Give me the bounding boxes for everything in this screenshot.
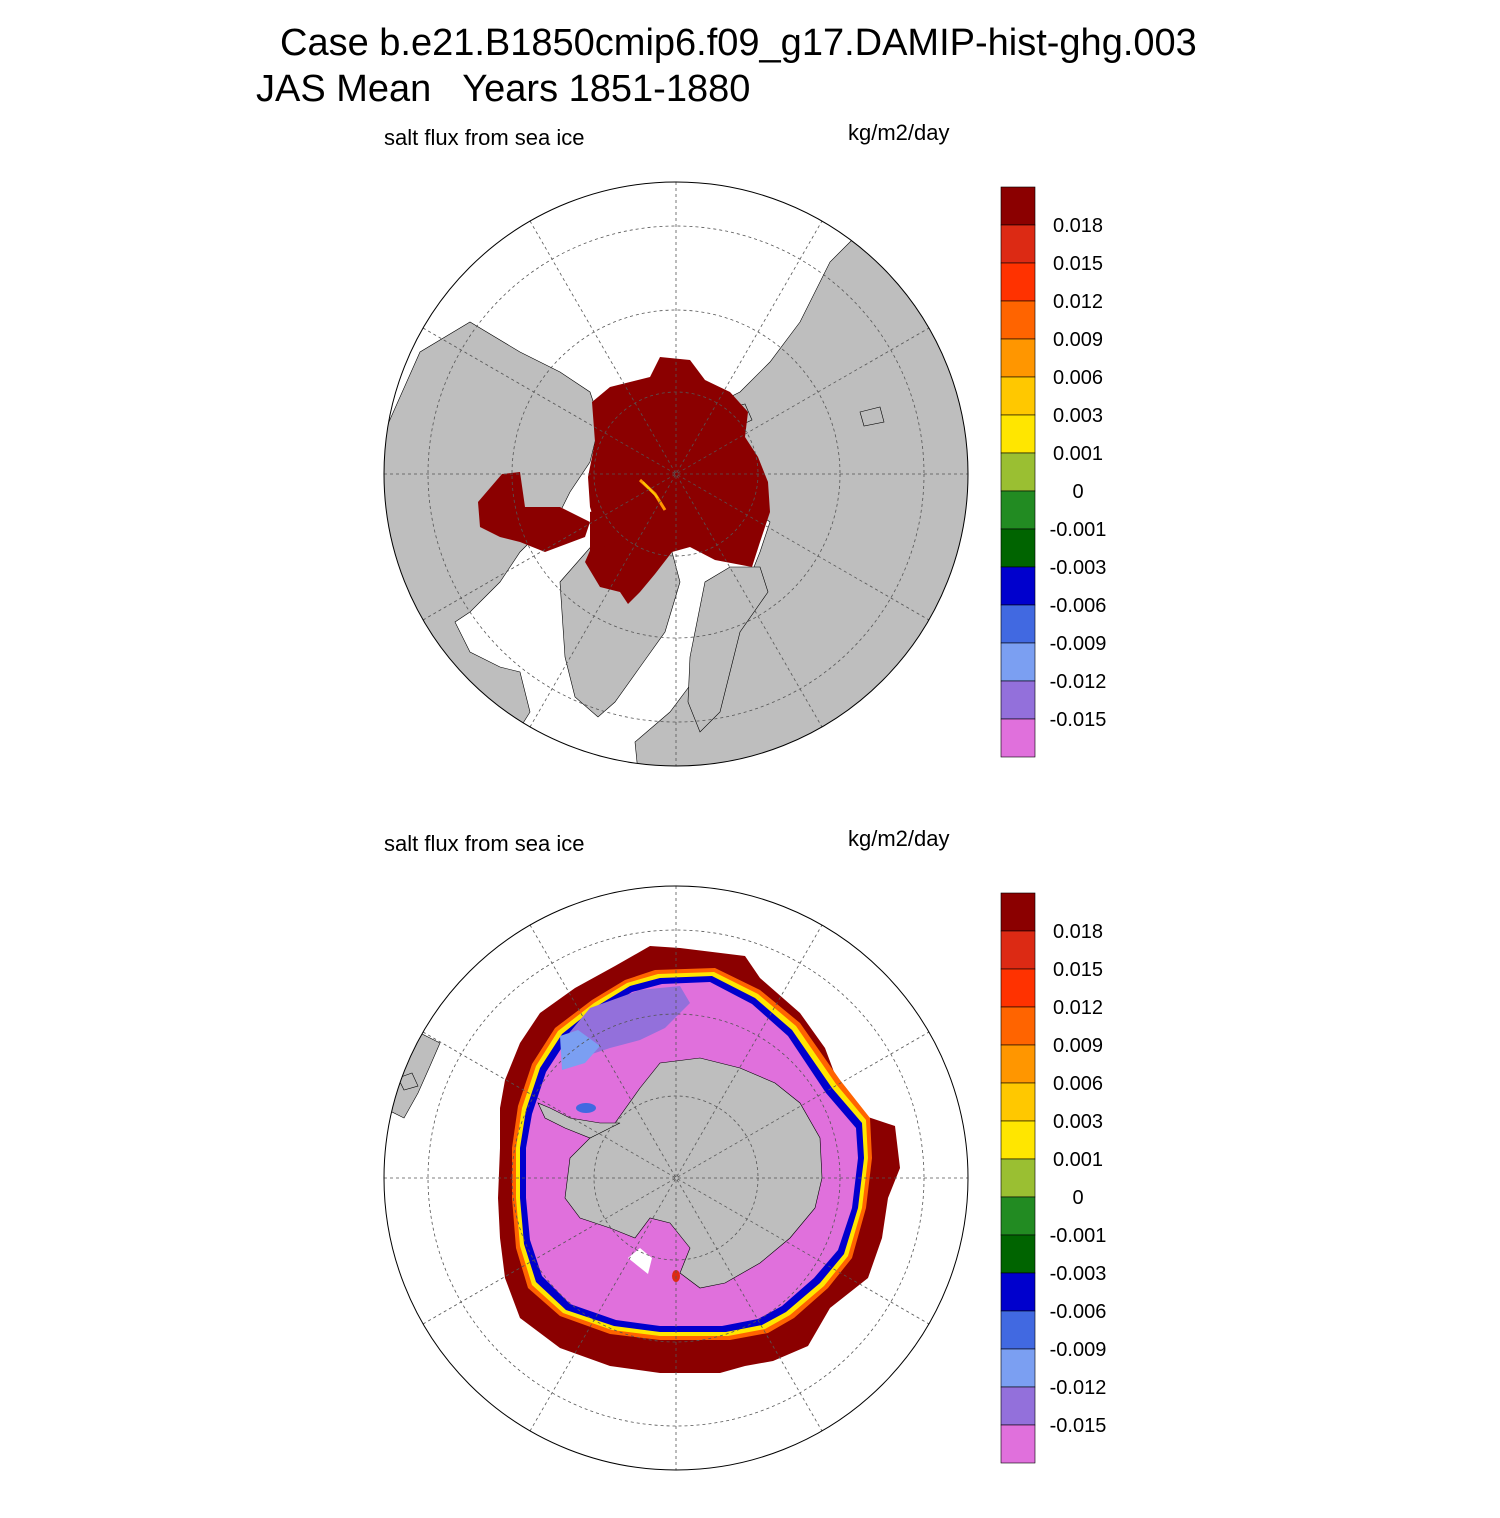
north-scandinavia-land [687, 566, 769, 733]
colorbar-swatch [1000, 566, 1036, 606]
colorbar-tick-label: 0 [1072, 481, 1083, 503]
figure-title-line-1: Case b.e21.B1850cmip6.f09_g17.DAMIP-hist… [280, 22, 1197, 64]
colorbar-tick-label: -0.012 [1050, 671, 1107, 693]
colorbar-swatch [1000, 1006, 1036, 1046]
colorbar-tick-label: 0.006 [1053, 1073, 1103, 1095]
colorbar-tick-label: -0.012 [1050, 1377, 1107, 1399]
colorbar-swatch [1000, 1310, 1036, 1350]
hudson-bay-salt-flux [478, 472, 590, 552]
colorbar-tick-label: 0 [1072, 1187, 1083, 1209]
colorbar-swatch [1000, 642, 1036, 682]
colorbar-tick-label: -0.006 [1050, 595, 1107, 617]
colorbar-swatch [1000, 1386, 1036, 1426]
colorbar-tick-label: 0.018 [1053, 921, 1103, 943]
colorbar-swatch [1000, 262, 1036, 302]
colorbar-tick-label: -0.015 [1050, 1415, 1107, 1437]
antarctica-land [564, 1057, 823, 1289]
north-colorbar: 0.018 0.015 0.012 0.009 0.006 0.003 0.001 0 -0.0… [1000, 186, 1107, 758]
colorbar-swatch [1000, 1272, 1036, 1312]
colorbar-tick-label: 0.003 [1053, 405, 1103, 427]
colorbar-tick-label: 0.018 [1053, 215, 1103, 237]
colorbar-swatch [1000, 892, 1036, 932]
colorbar-swatch [1000, 1234, 1036, 1274]
colorbar-tick-label: 0.015 [1053, 959, 1103, 981]
colorbar-swatch [1000, 1348, 1036, 1388]
colorbar-swatch [1000, 1158, 1036, 1198]
colorbar-tick-label: 0.012 [1053, 291, 1103, 313]
colorbar-tick-label: -0.001 [1050, 1225, 1107, 1247]
colorbar-swatch [1000, 680, 1036, 720]
colorbar-tick-label: 0.003 [1053, 1111, 1103, 1133]
colorbar-tick-label: 0.006 [1053, 367, 1103, 389]
colorbar-tick-label: 0.001 [1053, 1149, 1103, 1171]
colorbar-tick-label: 0.001 [1053, 443, 1103, 465]
colorbar-swatch [1000, 490, 1036, 530]
colorbar-tick-label: -0.009 [1050, 633, 1107, 655]
colorbar-tick-label: -0.015 [1050, 709, 1107, 731]
arctic-ice-edge-band [642, 481, 659, 499]
variable-name: salt flux from sea ice [384, 125, 585, 150]
south-colorbar: 0.018 0.015 0.012 0.009 0.006 0.003 0.001 0 -0.0… [1000, 892, 1107, 1464]
variable-units: kg/m2/day [848, 826, 950, 851]
colorbar-tick-label: 0.015 [1053, 253, 1103, 275]
colorbar-swatch [1000, 452, 1036, 492]
colorbar-swatch [1000, 186, 1036, 226]
colorbar-tick-label: -0.003 [1050, 557, 1107, 579]
north-polar-panel: salt flux from sea ice kg/m2/day [0, 112, 1500, 812]
south-polar-panel: salt flux from sea ice kg/m2/day [0, 818, 1500, 1518]
colorbar-tick-label: -0.006 [1050, 1301, 1107, 1323]
north-map-boundary [383, 181, 969, 767]
colorbar-tick-label: -0.009 [1050, 1339, 1107, 1361]
colorbar-swatch [1000, 1424, 1036, 1464]
colorbar-tick-label: 0.009 [1053, 1035, 1103, 1057]
colorbar-swatch [1000, 1082, 1036, 1122]
ross-blue-spot [576, 1103, 596, 1113]
weddell-light-blue-patch [560, 1030, 600, 1070]
antarctic-coastal-gap [628, 1248, 652, 1274]
colorbar-swatch [1000, 300, 1036, 340]
colorbar-tick-label: -0.003 [1050, 1263, 1107, 1285]
north-island-land [859, 406, 885, 427]
south-island-land [397, 1072, 419, 1091]
south-map-boundary [383, 885, 969, 1471]
colorbar-swatch [1000, 224, 1036, 264]
colorbar-tick-label: 0.009 [1053, 329, 1103, 351]
figure-title-line-2: JAS Mean Years 1851-1880 [256, 68, 751, 110]
south-polar-map: 0.018 0.015 0.012 0.009 0.006 0.003 0.001 0 -0.0… [383, 885, 1107, 1471]
colorbar-swatch [1000, 1120, 1036, 1160]
colorbar-swatch [1000, 1196, 1036, 1236]
colorbar-tick-label: 0.012 [1053, 997, 1103, 1019]
colorbar-swatch [1000, 1044, 1036, 1084]
antarctic-peninsula-land [537, 1102, 621, 1139]
colorbar-swatch [1000, 338, 1036, 378]
colorbar-tick-label: -0.001 [1050, 519, 1107, 541]
variable-units: kg/m2/day [848, 120, 950, 145]
colorbar-swatch [1000, 376, 1036, 416]
colorbar-swatch [1000, 604, 1036, 644]
colorbar-swatch [1000, 528, 1036, 568]
colorbar-swatch [1000, 414, 1036, 454]
baffin-salt-flux [590, 504, 615, 552]
colorbar-swatch [1000, 718, 1036, 758]
north-polar-map: 0.018 0.015 0.012 0.009 0.006 0.003 0.001 0 -0.0… [383, 181, 1107, 767]
colorbar-swatch [1000, 930, 1036, 970]
variable-name: salt flux from sea ice [384, 831, 585, 856]
colorbar-swatch [1000, 968, 1036, 1008]
north-graticule [384, 182, 968, 766]
south-graticule [384, 886, 968, 1470]
